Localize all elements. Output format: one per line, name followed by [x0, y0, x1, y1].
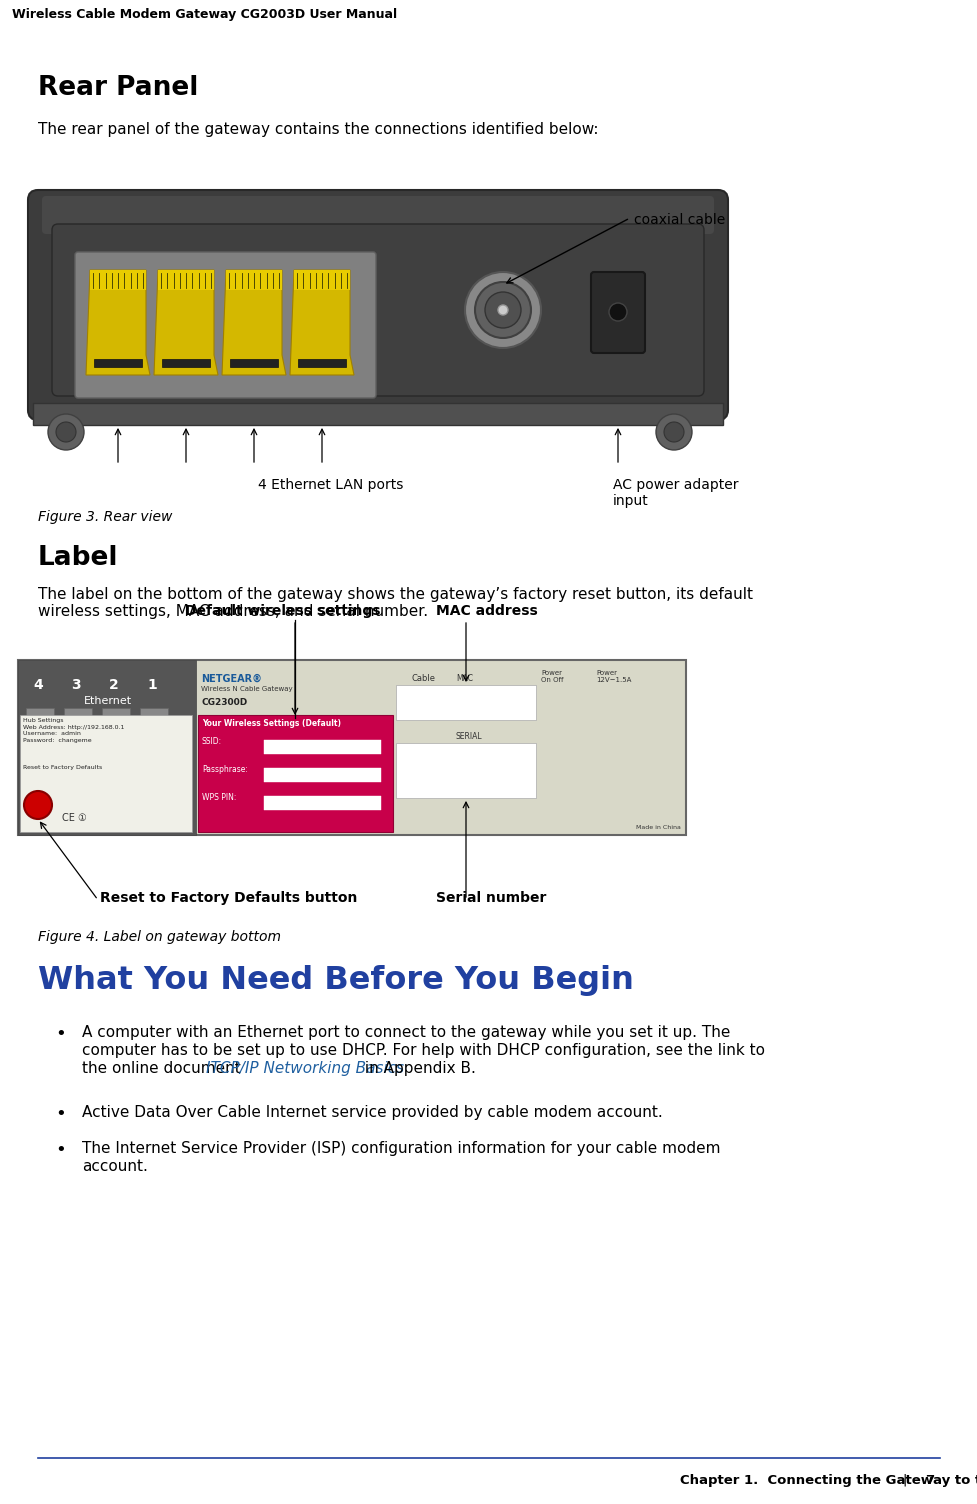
Circle shape	[56, 423, 76, 442]
Text: Power
12V−1.5A: Power 12V−1.5A	[595, 669, 631, 683]
Circle shape	[656, 414, 692, 450]
Text: •: •	[55, 1026, 65, 1042]
Text: SERIAL: SERIAL	[455, 732, 482, 741]
Circle shape	[485, 292, 521, 328]
Bar	[18, 660, 195, 835]
Bar	[197, 714, 393, 832]
Text: coaxial cable: coaxial cable	[633, 214, 725, 227]
Circle shape	[609, 302, 626, 320]
Text: SSID:: SSID:	[202, 737, 222, 746]
Text: in Appendix B.: in Appendix B.	[360, 1060, 476, 1075]
Text: account.: account.	[82, 1160, 148, 1175]
Text: the online document: the online document	[82, 1060, 245, 1075]
Text: Hub Settings
Web Address: http://192.168.0.1
Username:  admin
Password:  changem: Hub Settings Web Address: http://192.168…	[23, 717, 124, 743]
Bar	[294, 271, 350, 290]
Bar	[102, 708, 130, 729]
Text: The label on the bottom of the gateway shows the gateway’s factory reset button,: The label on the bottom of the gateway s…	[38, 587, 752, 620]
Bar	[94, 359, 142, 367]
Bar	[298, 359, 346, 367]
Text: 2: 2	[109, 678, 119, 692]
Text: Reset to Factory Defaults button: Reset to Factory Defaults button	[100, 890, 357, 905]
Text: •: •	[55, 1142, 65, 1160]
Bar	[90, 271, 146, 290]
Text: Chapter 1.  Connecting the Gateway to the Internet: Chapter 1. Connecting the Gateway to the…	[679, 1474, 977, 1487]
Text: The Internet Service Provider (ISP) configuration information for your cable mod: The Internet Service Provider (ISP) conf…	[82, 1142, 720, 1157]
Text: Label: Label	[38, 544, 118, 572]
Circle shape	[663, 423, 683, 442]
Text: 4: 4	[33, 678, 43, 692]
Circle shape	[497, 305, 507, 314]
Bar	[64, 708, 92, 729]
Text: AC power adapter
input: AC power adapter input	[613, 478, 738, 508]
Circle shape	[24, 791, 52, 820]
Text: Figure 3. Rear view: Figure 3. Rear view	[38, 510, 172, 523]
Bar	[162, 359, 210, 367]
Polygon shape	[153, 271, 218, 374]
Text: CE ①: CE ①	[62, 814, 87, 823]
Text: Power
On Off: Power On Off	[540, 669, 563, 683]
Text: Ethernet: Ethernet	[84, 696, 132, 705]
Text: MAC: MAC	[455, 674, 473, 683]
Bar	[396, 743, 535, 799]
Bar	[396, 684, 535, 720]
Polygon shape	[290, 271, 354, 374]
Text: Wireless Cable Modem Gateway CG2003D User Manual: Wireless Cable Modem Gateway CG2003D Use…	[12, 8, 397, 21]
Bar	[226, 271, 281, 290]
Bar	[264, 769, 381, 782]
Text: CG2300D: CG2300D	[201, 698, 247, 707]
Text: |: |	[902, 1474, 907, 1487]
Text: Default wireless settings: Default wireless settings	[185, 605, 380, 618]
Text: ITCP/IP Networking Basics: ITCP/IP Networking Basics	[205, 1060, 404, 1075]
Text: Active Data Over Cable Internet service provided by cable modem account.: Active Data Over Cable Internet service …	[82, 1105, 662, 1120]
Text: Made in China: Made in China	[635, 826, 680, 830]
Text: 3: 3	[71, 678, 81, 692]
Polygon shape	[86, 271, 149, 374]
Text: 1: 1	[147, 678, 156, 692]
Bar	[158, 271, 214, 290]
Bar	[264, 796, 381, 811]
Bar	[18, 660, 685, 835]
Text: NETGEAR®: NETGEAR®	[201, 674, 262, 684]
FancyBboxPatch shape	[28, 190, 727, 420]
Text: computer has to be set up to use DHCP. For help with DHCP configuration, see the: computer has to be set up to use DHCP. F…	[82, 1042, 764, 1057]
Text: WPS PIN:: WPS PIN:	[202, 793, 236, 802]
Text: A computer with an Ethernet port to connect to the gateway while you set it up. : A computer with an Ethernet port to conn…	[82, 1026, 730, 1039]
Text: Wireless N Cable Gateway: Wireless N Cable Gateway	[201, 686, 292, 692]
Text: Serial number: Serial number	[436, 890, 546, 905]
Text: Rear Panel: Rear Panel	[38, 75, 198, 101]
Text: Passphrase:: Passphrase:	[202, 766, 247, 775]
Bar	[20, 714, 191, 832]
Text: Cable: Cable	[410, 674, 435, 683]
FancyBboxPatch shape	[42, 196, 713, 235]
Bar	[264, 740, 381, 754]
Bar	[26, 708, 54, 729]
Circle shape	[475, 283, 531, 338]
Circle shape	[48, 414, 84, 450]
Text: Your Wireless Settings (Default): Your Wireless Settings (Default)	[202, 719, 341, 728]
Text: Figure 4. Label on gateway bottom: Figure 4. Label on gateway bottom	[38, 929, 280, 945]
Text: Reset to Factory Defaults: Reset to Factory Defaults	[23, 766, 103, 770]
Polygon shape	[222, 271, 285, 374]
FancyBboxPatch shape	[52, 224, 703, 396]
Bar	[140, 708, 168, 729]
Text: The rear panel of the gateway contains the connections identified below:: The rear panel of the gateway contains t…	[38, 122, 598, 137]
Bar	[230, 359, 277, 367]
FancyBboxPatch shape	[590, 272, 645, 353]
Text: What You Need Before You Begin: What You Need Before You Begin	[38, 966, 633, 996]
Text: 7: 7	[924, 1474, 934, 1487]
Text: 4 Ethernet LAN ports: 4 Ethernet LAN ports	[258, 478, 403, 492]
Circle shape	[464, 272, 540, 347]
Text: MAC address: MAC address	[436, 605, 537, 618]
FancyBboxPatch shape	[75, 253, 375, 399]
Bar	[33, 403, 722, 426]
Text: •: •	[55, 1105, 65, 1123]
